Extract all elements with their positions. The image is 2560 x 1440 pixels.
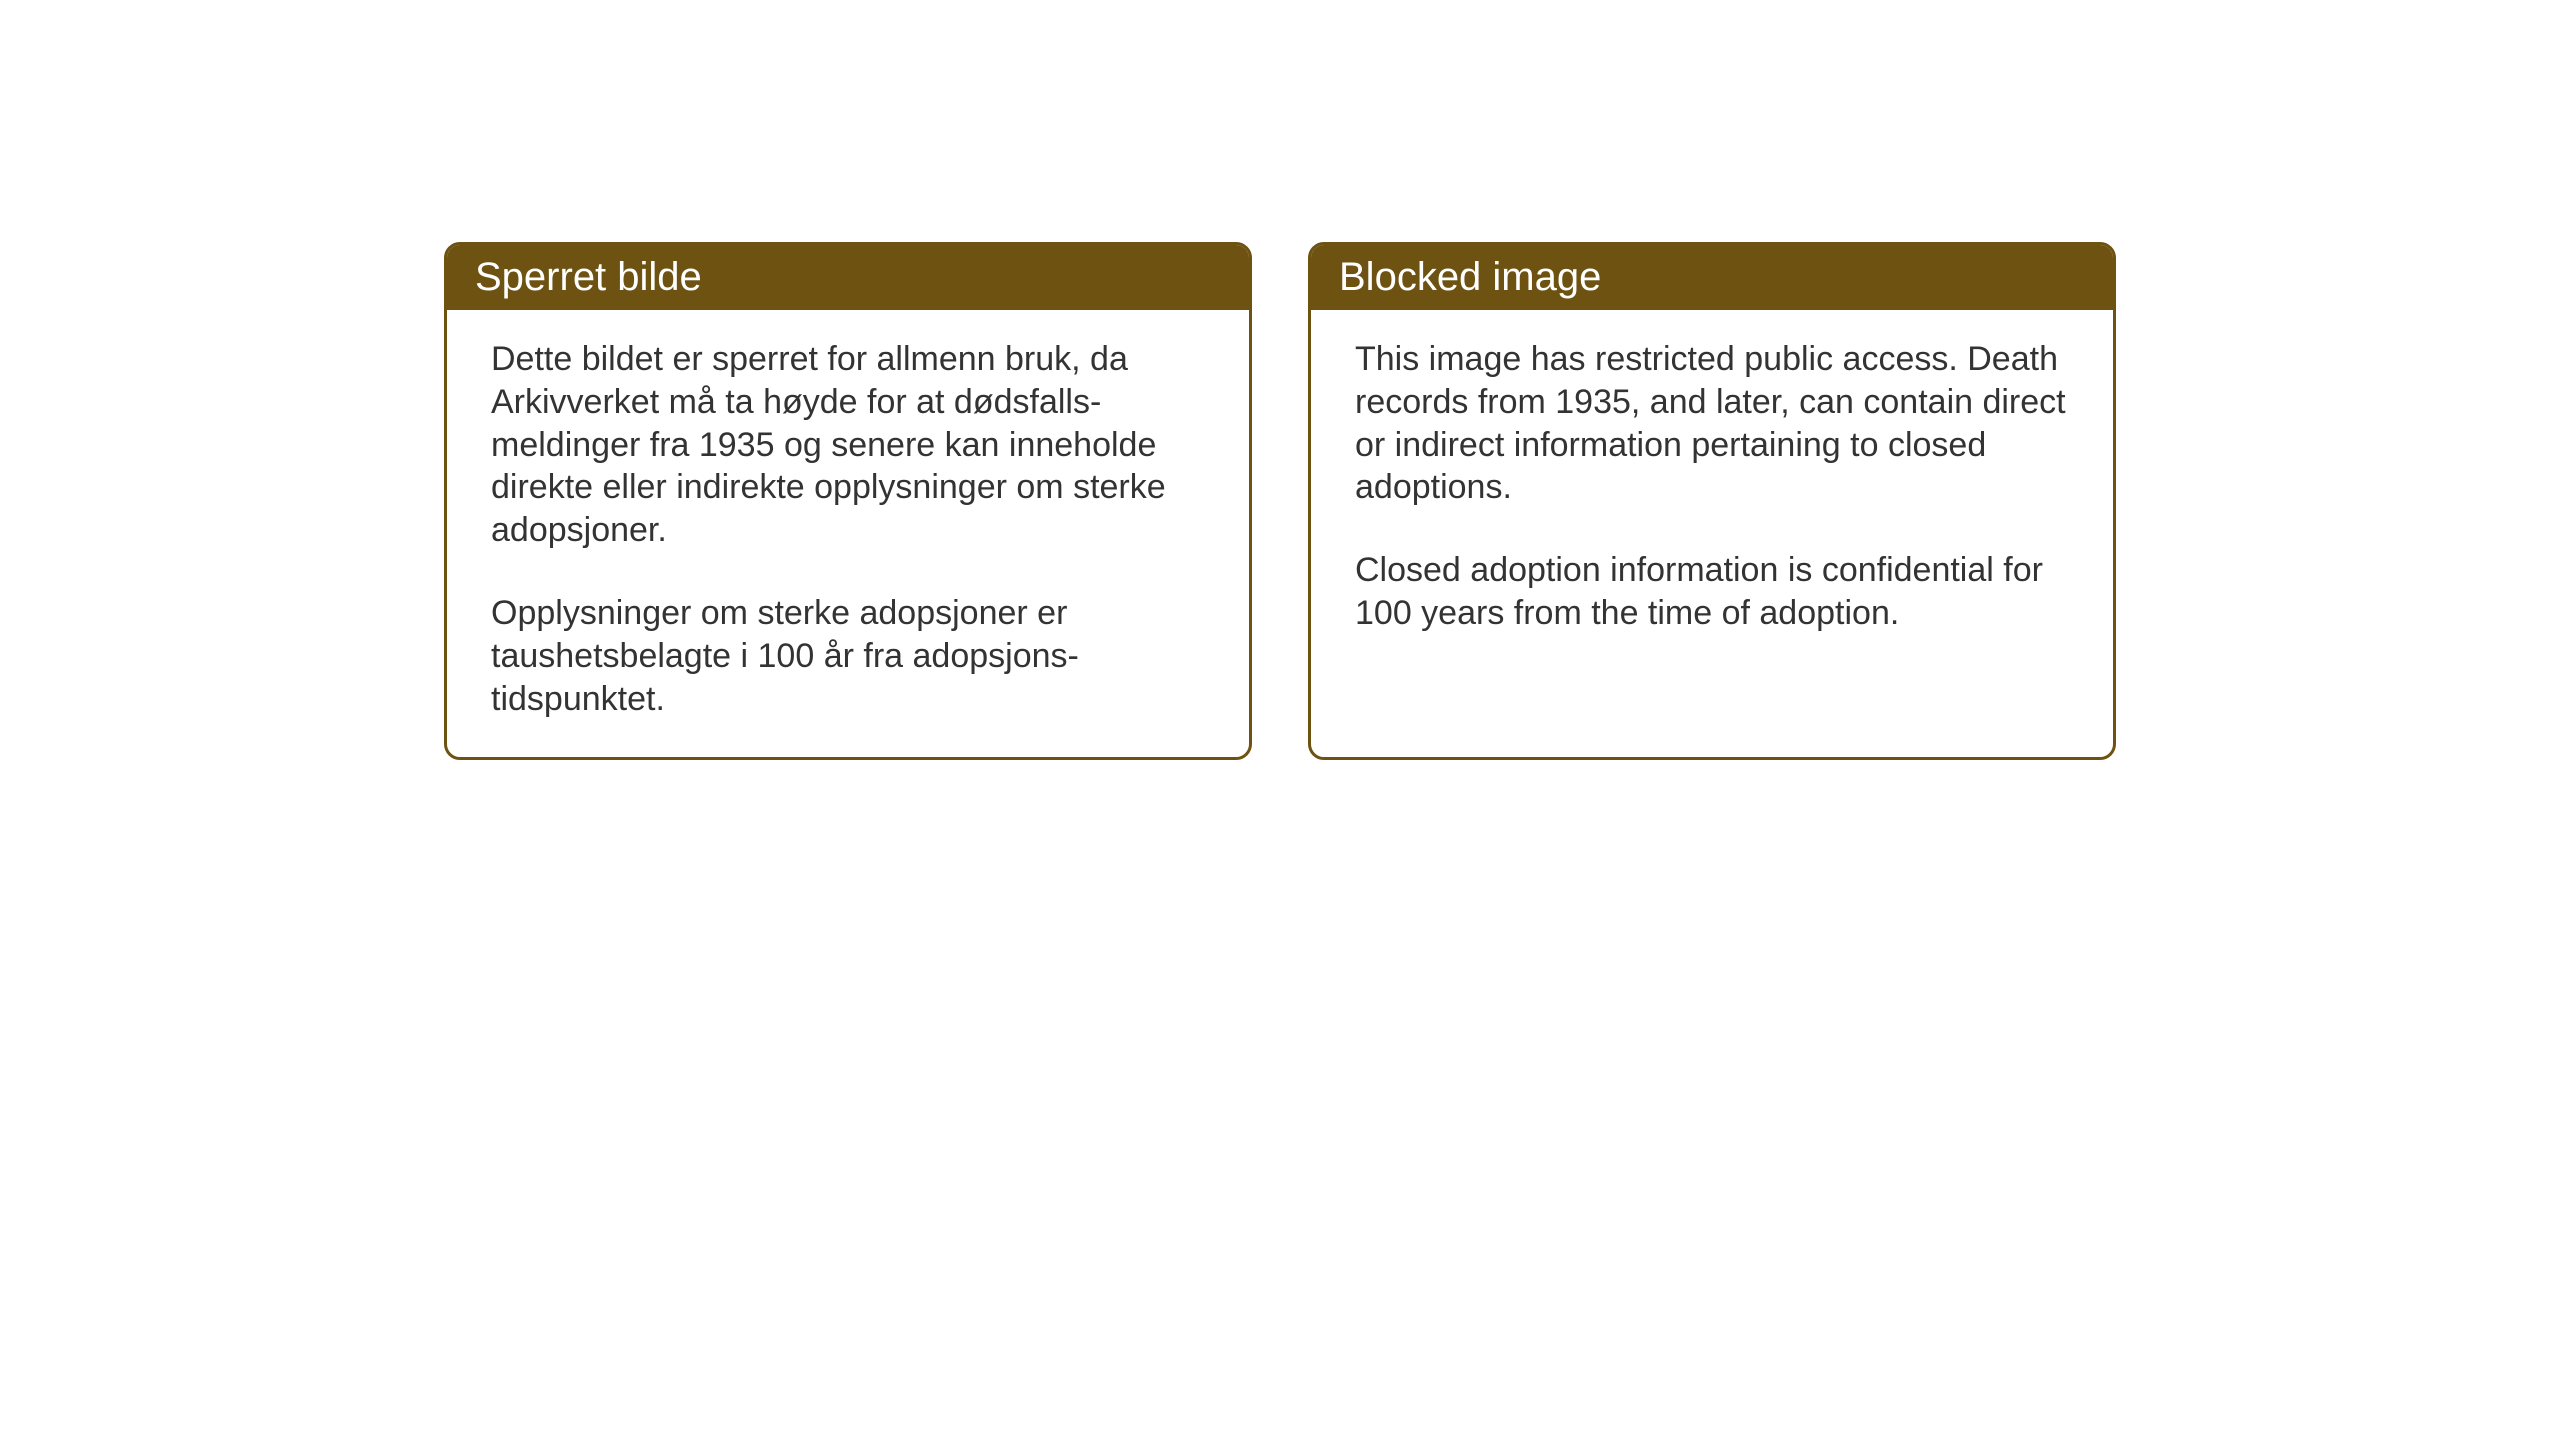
english-notice-box: Blocked image This image has restricted …	[1308, 242, 2116, 760]
english-paragraph-1: This image has restricted public access.…	[1355, 338, 2069, 509]
notice-container: Sperret bilde Dette bildet er sperret fo…	[444, 242, 2116, 760]
norwegian-notice-box: Sperret bilde Dette bildet er sperret fo…	[444, 242, 1252, 760]
norwegian-notice-title: Sperret bilde	[447, 245, 1249, 310]
norwegian-paragraph-1: Dette bildet er sperret for allmenn bruk…	[491, 338, 1205, 552]
norwegian-paragraph-2: Opplysninger om sterke adopsjoner er tau…	[491, 592, 1205, 720]
english-paragraph-2: Closed adoption information is confident…	[1355, 549, 2069, 635]
norwegian-notice-body: Dette bildet er sperret for allmenn bruk…	[447, 310, 1249, 757]
english-notice-title: Blocked image	[1311, 245, 2113, 310]
english-notice-body: This image has restricted public access.…	[1311, 310, 2113, 715]
